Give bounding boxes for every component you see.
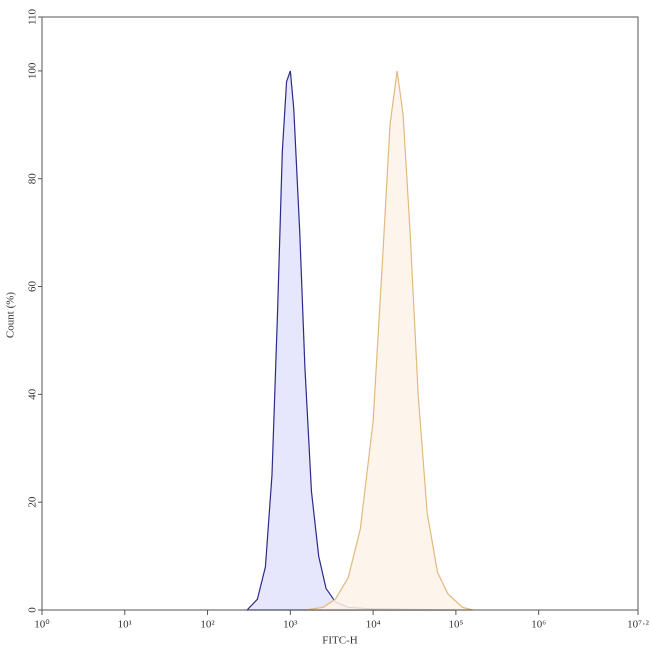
y-tick-label: 100 [27, 62, 39, 79]
x-axis-label: FITC-H [322, 635, 358, 647]
x-tick-label: 10⁴ [366, 619, 381, 631]
x-tick-label: 10¹ [118, 619, 132, 631]
x-tick-label: 10⁰ [34, 619, 50, 631]
histogram-area [304, 70, 473, 611]
x-tick-label: 10⁷·² [627, 619, 649, 631]
x-tick-label: 10³ [283, 619, 298, 631]
x-tick-label: 10⁵ [448, 619, 463, 631]
x-tick-label: 10² [200, 619, 215, 631]
y-tick-label: 20 [27, 496, 39, 508]
y-tick-label: 60 [27, 281, 39, 293]
x-tick-label: 10⁶ [531, 619, 546, 631]
y-tick-label: 40 [27, 388, 39, 400]
y-tick-label: 80 [27, 173, 39, 185]
y-tick-label: 110 [27, 8, 39, 25]
y-tick-label: 0 [27, 607, 39, 613]
y-axis-label: Count (%) [5, 292, 17, 338]
plot-frame [41, 16, 639, 611]
